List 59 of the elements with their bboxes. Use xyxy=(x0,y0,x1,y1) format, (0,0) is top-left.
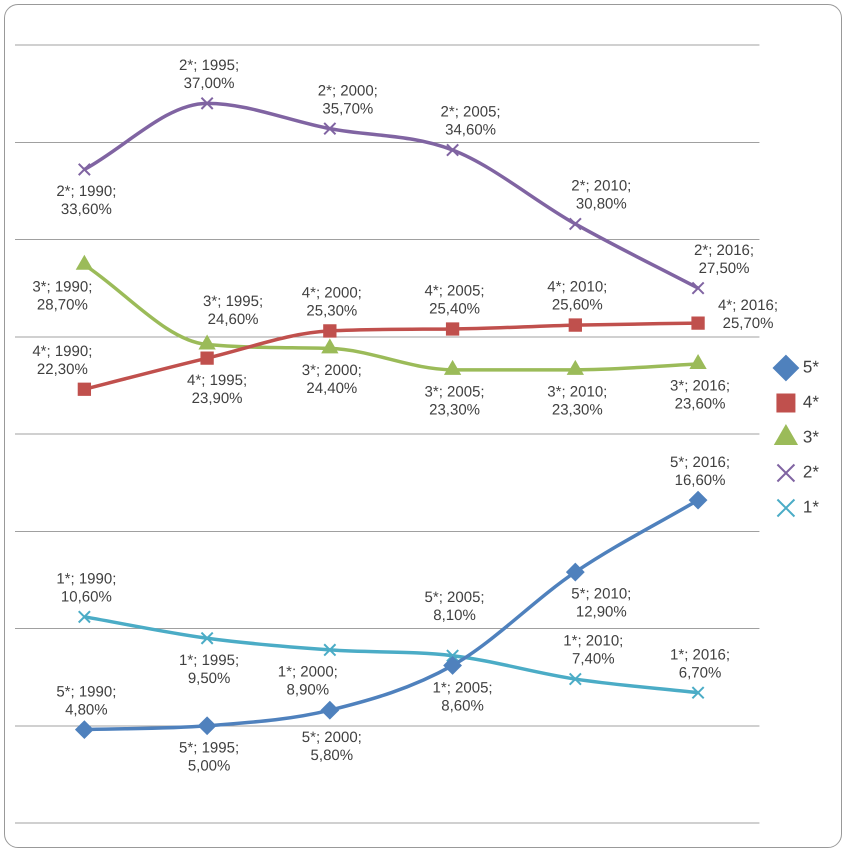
data-label: 4*; 2005; 25,40% xyxy=(424,282,485,318)
data-label: 3*; 2010; 23,30% xyxy=(547,383,608,418)
data-label: 5*; 2000; 5,80% xyxy=(302,728,362,764)
point xyxy=(689,491,708,510)
point xyxy=(323,643,337,657)
point xyxy=(568,217,582,231)
data-label: 2*; 2016; 27,50% xyxy=(694,242,754,277)
data-label: 1*; 2010; 7,40% xyxy=(563,632,624,668)
point xyxy=(323,324,337,338)
data-label: 3*; 1990; 28,70% xyxy=(32,278,92,314)
data-label: 2*; 2000; 35,70% xyxy=(318,82,378,118)
point xyxy=(691,686,705,700)
data-label: 1*; 1990; 10,60% xyxy=(56,570,116,606)
legend-label: 5* xyxy=(802,358,820,377)
data-label: 5*; 2005; 8,10% xyxy=(424,589,485,624)
point xyxy=(446,649,460,662)
data-label: 4*; 2016; 25,70% xyxy=(718,296,778,332)
data-label: 3*; 2016; 23,60% xyxy=(670,378,730,413)
data-label: 5*; 1990; 4,80% xyxy=(56,683,116,718)
data-label: 5*; 1995; 5,00% xyxy=(179,739,240,774)
point xyxy=(200,351,214,365)
data-label: 4*; 2010; 25,60% xyxy=(547,278,608,314)
point xyxy=(78,382,92,396)
data-label: 3*; 2005; 23,30% xyxy=(424,383,485,418)
point xyxy=(444,656,462,674)
data-label: 2*; 1990; 33,60% xyxy=(56,183,116,218)
point xyxy=(200,96,214,110)
legend-label: 2* xyxy=(802,462,820,482)
point xyxy=(198,716,216,735)
point xyxy=(78,162,92,176)
point xyxy=(446,322,460,336)
data-label: 3*; 1995; 24,60% xyxy=(203,293,264,328)
data-label: 4*; 2000; 25,30% xyxy=(302,284,362,320)
data-label: 4*; 1990; 22,30% xyxy=(32,342,92,378)
data-label: 5*; 2010; 12,90% xyxy=(571,586,632,621)
data-label: 1*; 2000; 8,90% xyxy=(278,664,338,699)
data-label: 3*; 2000; 24,40% xyxy=(302,362,362,398)
point xyxy=(446,143,460,157)
data-label: 5*; 2016; 16,60% xyxy=(670,454,730,489)
point xyxy=(691,281,705,295)
point xyxy=(568,672,582,686)
legend-label: 4* xyxy=(802,392,820,412)
data-label: 1*; 1995; 9,50% xyxy=(179,652,240,687)
point xyxy=(691,316,705,330)
point xyxy=(323,122,337,136)
data-label: 2*; 2005; 34,60% xyxy=(440,104,501,139)
point xyxy=(568,318,582,332)
data-label: 2*; 1995; 37,00% xyxy=(179,56,240,92)
data-label: 1*; 2016; 6,70% xyxy=(670,646,730,682)
point xyxy=(78,610,92,624)
point xyxy=(200,632,214,645)
point xyxy=(320,701,339,720)
legend-label: 1* xyxy=(802,498,820,517)
point xyxy=(75,720,94,739)
data-label: 4*; 1995; 23,90% xyxy=(187,372,248,407)
legend-label: 3* xyxy=(802,428,820,447)
data-label: 2*; 2010; 30,80% xyxy=(571,178,632,213)
data-label: 1*; 2005; 8,60% xyxy=(432,679,493,714)
point xyxy=(566,563,584,582)
